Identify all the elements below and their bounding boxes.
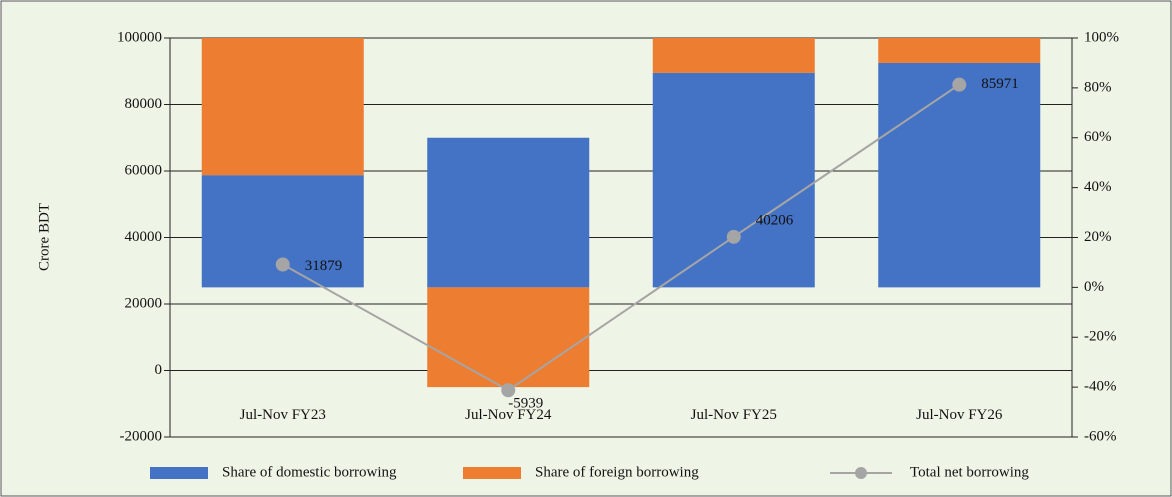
- data-label: -5939: [508, 396, 543, 412]
- y-tick-label: 80000: [125, 96, 163, 112]
- line-marker: [952, 77, 967, 92]
- bar: [878, 38, 1041, 63]
- y2-tick-label: -20%: [1084, 329, 1117, 345]
- y-tick-label: 40000: [125, 229, 163, 245]
- data-label: 40206: [756, 212, 794, 228]
- bar: [201, 38, 364, 176]
- data-label: 31879: [305, 258, 343, 274]
- y-tick-label: 100000: [117, 29, 162, 45]
- bar: [427, 137, 590, 288]
- y2-tick-label: 40%: [1084, 179, 1112, 195]
- legend-label: Total net borrowing: [910, 464, 1029, 480]
- line-marker: [726, 229, 741, 244]
- y2-tick-label: 60%: [1084, 129, 1112, 145]
- bar: [652, 38, 815, 73]
- x-tick-label: Jul-Nov FY23: [240, 407, 326, 423]
- y2-tick-label: -40%: [1084, 379, 1117, 395]
- y2-tick-label: 100%: [1084, 29, 1119, 45]
- y-tick-label: 20000: [125, 295, 163, 311]
- legend-swatch: [463, 467, 521, 479]
- y2-tick-label: 20%: [1084, 229, 1112, 245]
- y2-tick-label: 80%: [1084, 79, 1112, 95]
- legend-swatch: [150, 467, 208, 479]
- y-tick-label: 60000: [125, 162, 163, 178]
- y2-tick-label: 0%: [1084, 279, 1104, 295]
- y2-tick-label: -60%: [1084, 428, 1117, 444]
- legend-swatch: [855, 467, 867, 479]
- line-marker: [501, 383, 516, 398]
- x-tick-label: Jul-Nov FY25: [691, 407, 777, 423]
- line-marker: [275, 257, 290, 272]
- y-tick-label: -20000: [120, 428, 163, 444]
- bar: [652, 72, 815, 288]
- x-tick-label: Jul-Nov FY26: [916, 407, 1003, 423]
- y-axis-label: Crore BDT: [36, 203, 52, 271]
- bar: [878, 62, 1041, 288]
- line: [282, 83, 960, 392]
- legend-label: Share of foreign borrowing: [535, 464, 699, 480]
- bar: [427, 287, 590, 388]
- y-tick-label: 0: [155, 362, 163, 378]
- data-label: 85971: [981, 76, 1019, 92]
- legend-label: Share of domestic borrowing: [222, 464, 397, 480]
- x-tick-label: Jul-Nov FY24: [465, 407, 552, 423]
